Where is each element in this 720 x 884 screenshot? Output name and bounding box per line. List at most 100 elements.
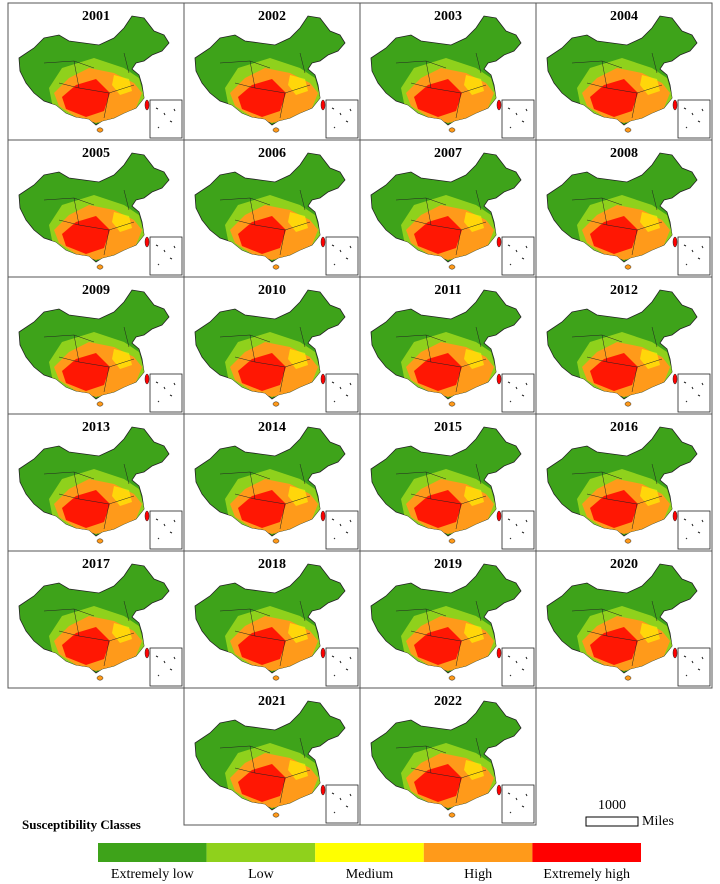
scale-distance: 1000 <box>598 798 626 813</box>
zone-extreme <box>238 627 286 665</box>
hazard-zones <box>401 195 498 262</box>
hazard-zones <box>225 58 322 125</box>
hazard-zones <box>577 606 674 673</box>
hainan <box>96 538 104 544</box>
hazard-zones <box>49 332 146 399</box>
year-label: 2014 <box>258 420 286 435</box>
inset-islands <box>683 518 704 540</box>
inset-islands <box>683 381 704 403</box>
province-lines <box>395 52 487 119</box>
year-label: 2016 <box>610 420 638 435</box>
hainan <box>272 127 280 133</box>
province-lines <box>571 189 663 256</box>
inset-islands <box>507 107 528 129</box>
inset-islands <box>331 244 352 266</box>
zone-medium <box>112 212 132 232</box>
china-map <box>18 15 170 133</box>
taiwan <box>672 236 678 248</box>
china-map <box>194 563 346 681</box>
province-lines <box>219 600 311 667</box>
hazard-zones <box>225 469 322 536</box>
map-panel: 2011 <box>359 276 537 415</box>
zone-extreme <box>414 79 462 117</box>
legend-label: Extremely low <box>111 867 195 882</box>
china-map <box>18 289 170 407</box>
hazard-zones <box>49 469 146 536</box>
inset-islands <box>331 381 352 403</box>
hainan <box>272 401 280 407</box>
china-map <box>18 563 170 681</box>
map-panel: 2017 <box>7 550 185 689</box>
inset-box <box>325 373 359 413</box>
inset-islands <box>507 244 528 266</box>
hainan <box>624 264 632 270</box>
taiwan <box>496 784 502 796</box>
inset-box <box>325 647 359 687</box>
hainan <box>448 127 456 133</box>
zone-extreme <box>238 764 286 802</box>
zone-medium <box>112 75 132 95</box>
zone-medium <box>288 212 308 232</box>
hazard-zones <box>577 469 674 536</box>
zone-medium <box>464 349 484 369</box>
zone-extreme <box>590 79 638 117</box>
inset-box <box>149 373 183 413</box>
inset-box <box>501 373 535 413</box>
map-panel: 2004 <box>535 2 713 141</box>
map-panel: 2012 <box>535 276 713 415</box>
hazard-zones <box>577 195 674 262</box>
inset-box <box>677 510 711 550</box>
hainan <box>448 675 456 681</box>
inset-islands <box>507 518 528 540</box>
inset-box <box>149 510 183 550</box>
inset-box <box>501 510 535 550</box>
china-map <box>370 563 522 681</box>
map-panel: 2001 <box>7 2 185 141</box>
inset-islands <box>683 655 704 677</box>
hazard-zones <box>49 195 146 262</box>
zone-medium <box>464 623 484 643</box>
hazard-zones <box>225 332 322 399</box>
province-lines <box>571 600 663 667</box>
inset-islands <box>331 655 352 677</box>
taiwan <box>144 99 150 111</box>
inset-box <box>677 236 711 276</box>
year-label: 2007 <box>434 146 462 161</box>
china-map <box>546 152 698 270</box>
province-lines <box>395 189 487 256</box>
china-map <box>18 152 170 270</box>
zone-extreme <box>62 490 110 528</box>
hainan <box>272 675 280 681</box>
zone-extreme <box>62 79 110 117</box>
legend-label: Extremely high <box>543 867 630 882</box>
taiwan <box>672 373 678 385</box>
taiwan <box>672 647 678 659</box>
taiwan <box>320 647 326 659</box>
zone-medium <box>288 760 308 780</box>
taiwan <box>496 236 502 248</box>
year-label: 2005 <box>82 146 110 161</box>
year-label: 2015 <box>434 420 462 435</box>
map-panel: 2013 <box>7 413 185 552</box>
zone-extreme <box>414 490 462 528</box>
inset-box <box>149 647 183 687</box>
legend-swatch <box>423 843 533 862</box>
inset-box <box>149 236 183 276</box>
map-panel: 2007 <box>359 139 537 278</box>
province-lines <box>219 189 311 256</box>
taiwan <box>672 510 678 522</box>
hazard-zones <box>401 58 498 125</box>
map-panel: 2009 <box>7 276 185 415</box>
hazard-zones <box>401 606 498 673</box>
legend-label: Low <box>248 867 275 882</box>
taiwan <box>496 510 502 522</box>
map-panel: 2020 <box>535 550 713 689</box>
hazard-zones <box>401 743 498 810</box>
taiwan <box>496 99 502 111</box>
zone-medium <box>464 486 484 506</box>
zone-extreme <box>414 353 462 391</box>
hainan <box>96 401 104 407</box>
year-label: 2011 <box>434 283 461 298</box>
map-panel: 2010 <box>183 276 361 415</box>
